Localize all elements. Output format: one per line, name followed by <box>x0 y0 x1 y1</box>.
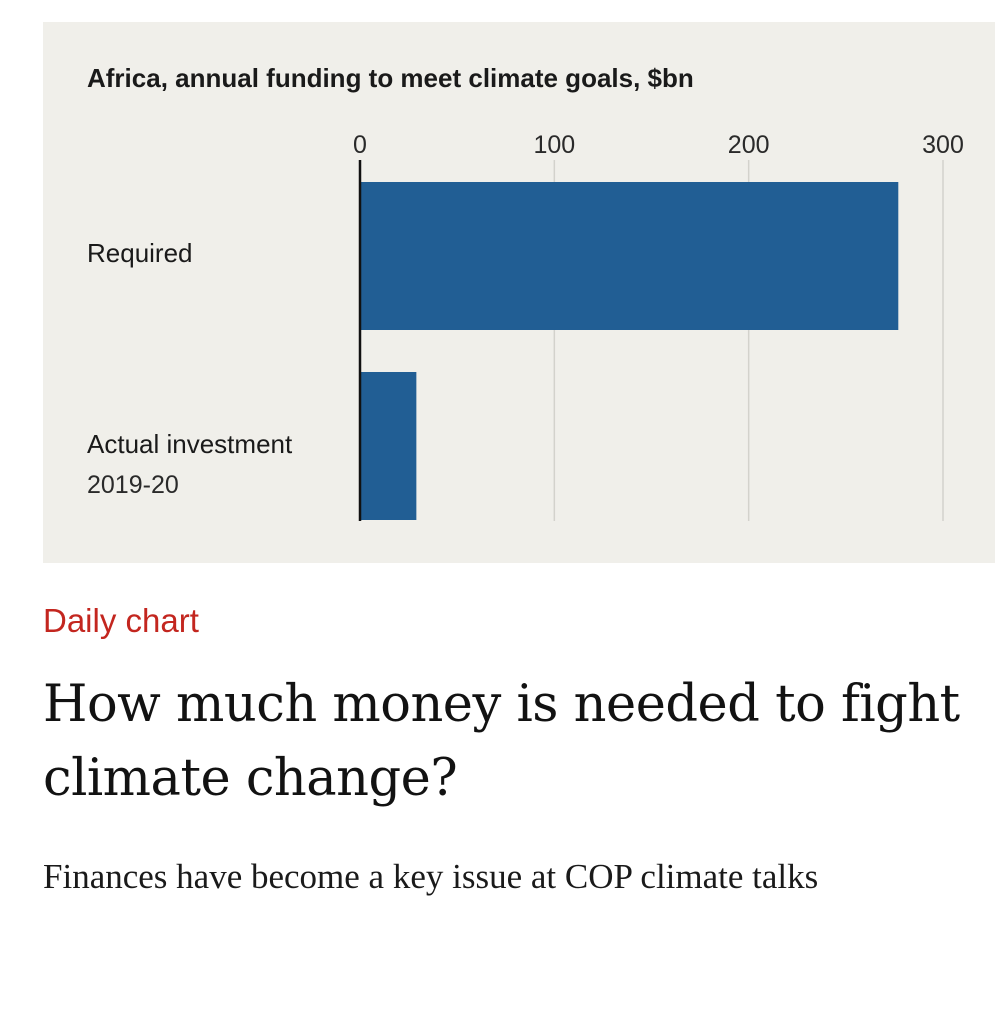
category-sublabel: 2019-20 <box>87 471 179 499</box>
article-headline[interactable]: How much money is needed to fight climat… <box>43 675 960 808</box>
category-label: Required <box>87 238 193 268</box>
bar-required[interactable] <box>360 182 899 330</box>
chart-panel: Africa, annual funding to meet climate g… <box>43 22 995 563</box>
article-subheadline: Finances have become a key issue at COP … <box>43 857 819 896</box>
category-label: Actual investment <box>87 429 293 459</box>
x-tick-label: 100 <box>533 131 575 159</box>
article-kicker[interactable]: Daily chart <box>43 602 199 639</box>
bar-chart: Africa, annual funding to meet climate g… <box>87 63 964 521</box>
x-tick-label: 200 <box>728 131 770 159</box>
bar-actual-investment[interactable] <box>360 372 417 520</box>
x-tick-label: 0 <box>353 131 367 159</box>
chart-title: Africa, annual funding to meet climate g… <box>87 63 694 93</box>
x-tick-label: 300 <box>922 131 964 159</box>
